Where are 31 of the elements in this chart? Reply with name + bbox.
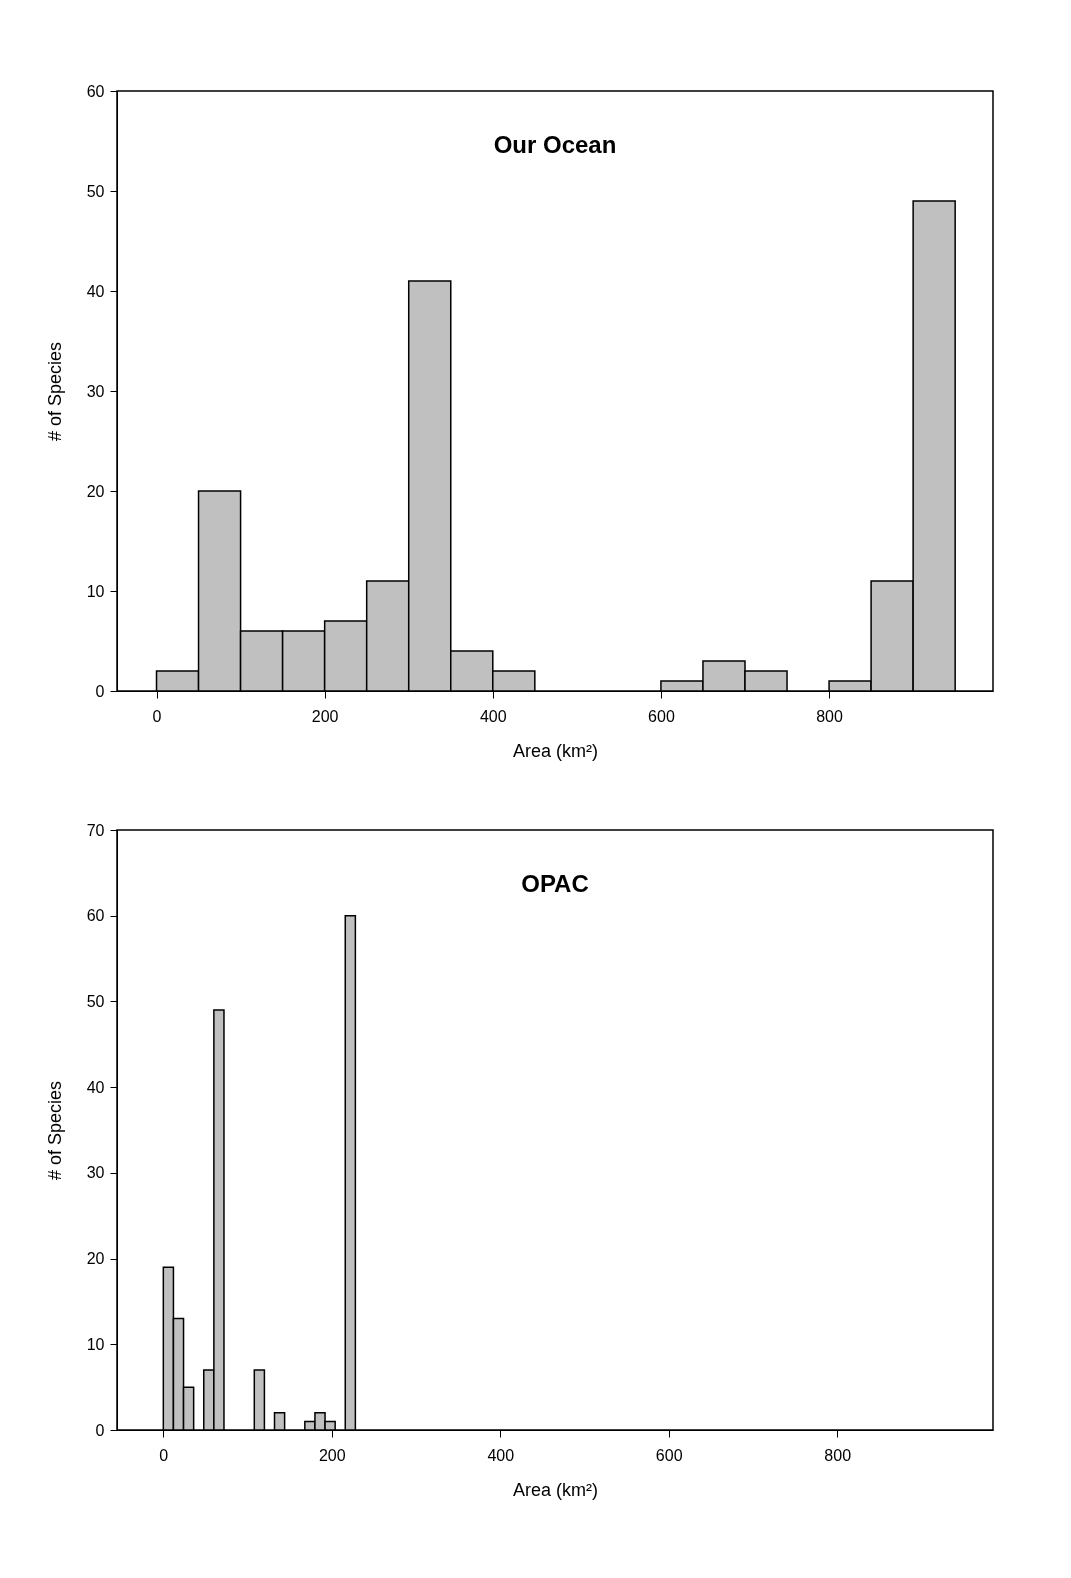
x-tick-label: 0 bbox=[159, 1446, 169, 1464]
y-axis-title: # of Species bbox=[44, 1080, 65, 1181]
x-tick-label: 400 bbox=[479, 707, 507, 725]
x-tick-label: 200 bbox=[311, 707, 339, 725]
x-tick-label: 400 bbox=[487, 1446, 515, 1464]
x-tick-label: 800 bbox=[824, 1446, 852, 1464]
y-tick-label: 20 bbox=[86, 482, 105, 500]
x-tick-label: 600 bbox=[655, 1446, 683, 1464]
y-tick-label: 40 bbox=[86, 1078, 105, 1096]
y-tick-label: 70 bbox=[86, 821, 105, 839]
y-tick-label: 40 bbox=[86, 282, 105, 300]
y-tick-label: 50 bbox=[86, 182, 105, 200]
y-tick-label: 20 bbox=[86, 1250, 105, 1268]
x-tick-label: 200 bbox=[318, 1446, 346, 1464]
y-tick-label: 0 bbox=[95, 1421, 105, 1439]
y-axis-title: # of Species bbox=[44, 341, 65, 442]
y-tick-label: 0 bbox=[95, 682, 105, 700]
y-tick-label: 60 bbox=[86, 82, 105, 100]
y-tick-label: 50 bbox=[86, 992, 105, 1010]
x-axis-title: Area (km²) bbox=[513, 1479, 598, 1500]
y-tick-label: 10 bbox=[86, 1335, 105, 1353]
x-tick-label: 0 bbox=[152, 707, 162, 725]
y-tick-label: 60 bbox=[86, 907, 105, 925]
x-axis-title: Area (km²) bbox=[513, 740, 598, 761]
x-tick-label: 600 bbox=[648, 707, 675, 725]
y-tick-label: 10 bbox=[86, 582, 105, 600]
y-tick-label: 30 bbox=[86, 382, 105, 400]
x-tick-label: 800 bbox=[816, 707, 844, 725]
text: OPAC bbox=[521, 870, 589, 897]
y-tick-label: 30 bbox=[86, 1164, 105, 1182]
text: Our Ocean bbox=[493, 131, 617, 158]
